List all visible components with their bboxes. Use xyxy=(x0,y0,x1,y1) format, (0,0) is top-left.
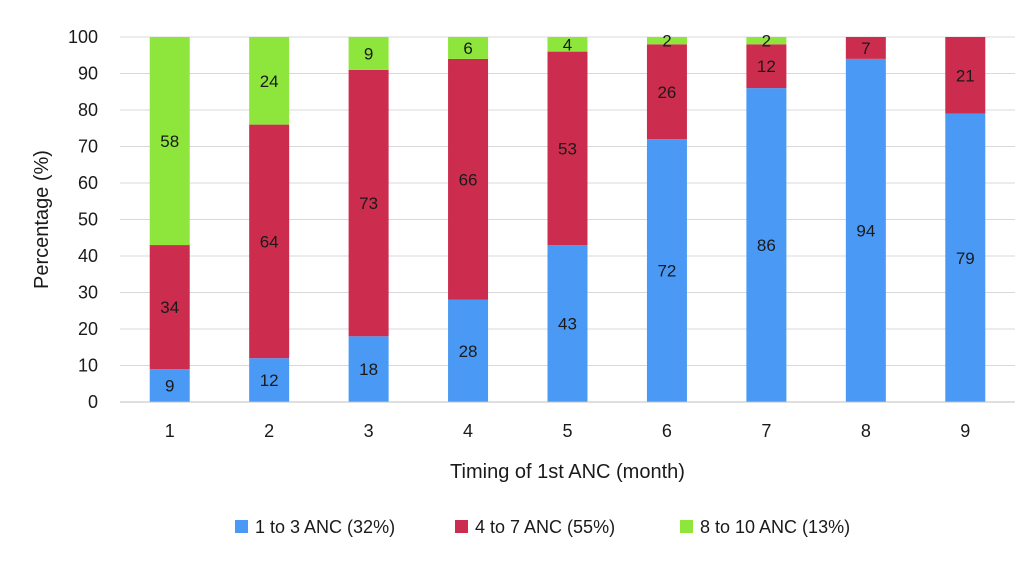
data-label: 86 xyxy=(757,236,776,255)
data-labels: 9345812642418739286664353472262861229477… xyxy=(160,32,974,396)
bar-segment xyxy=(348,69,389,337)
y-tick-label: 50 xyxy=(78,210,98,230)
x-tick-label: 9 xyxy=(960,421,970,441)
data-label: 66 xyxy=(459,170,478,189)
x-tick-label: 6 xyxy=(662,421,672,441)
y-tick-label: 40 xyxy=(78,246,98,266)
bar-segment xyxy=(945,37,986,114)
data-label: 6 xyxy=(463,39,472,58)
data-label: 12 xyxy=(260,371,279,390)
bars xyxy=(149,37,986,403)
bar-segment xyxy=(249,358,290,402)
y-tick-label: 60 xyxy=(78,173,98,193)
y-tick-label: 10 xyxy=(78,356,98,376)
legend-item: 8 to 10 ANC (13%) xyxy=(680,517,850,537)
y-tick-label: 30 xyxy=(78,283,98,303)
y-tick-label: 100 xyxy=(68,27,98,47)
bar-segment xyxy=(845,58,886,403)
bar-segment xyxy=(149,369,190,402)
bar-segment xyxy=(646,139,687,402)
legend: 1 to 3 ANC (32%) 4 to 7 ANC (55%) 8 to 10 … xyxy=(235,517,850,537)
bar-segment xyxy=(149,245,190,370)
data-label: 7 xyxy=(861,39,870,58)
x-axis-ticks: 1 2 3 4 5 6 7 8 9 xyxy=(165,421,971,441)
y-axis-ticks: 0 10 20 30 40 50 60 70 80 90 100 xyxy=(68,27,98,412)
x-axis-title: Timing of 1st ANC (month) xyxy=(450,461,685,483)
data-label: 64 xyxy=(260,232,279,251)
y-axis-title: Percentage (%) xyxy=(31,150,53,289)
data-label: 9 xyxy=(364,44,373,63)
bar-segment xyxy=(547,245,588,402)
data-label: 28 xyxy=(459,342,478,361)
bar-segment xyxy=(547,51,588,246)
y-tick-label: 80 xyxy=(78,100,98,120)
bar-segment xyxy=(746,44,787,89)
bar-segment xyxy=(945,113,986,403)
bar-segment xyxy=(746,37,787,45)
bar-segment xyxy=(448,58,489,300)
data-label: 2 xyxy=(662,32,671,51)
legend-swatch xyxy=(235,520,248,533)
data-label: 58 xyxy=(160,132,179,151)
bar-segment xyxy=(646,37,687,45)
legend-label: 1 to 3 ANC (32%) xyxy=(255,517,395,537)
legend-swatch xyxy=(455,520,468,533)
data-label: 26 xyxy=(657,83,676,102)
x-tick-label: 8 xyxy=(861,421,871,441)
data-label: 72 xyxy=(657,262,676,281)
bar-segment xyxy=(646,44,687,140)
x-tick-label: 2 xyxy=(264,421,274,441)
bar-segment xyxy=(547,37,588,52)
data-label: 53 xyxy=(558,139,577,158)
bar-segment xyxy=(149,37,190,246)
y-tick-label: 90 xyxy=(78,64,98,84)
legend-label: 8 to 10 ANC (13%) xyxy=(700,517,850,537)
bar-segment xyxy=(448,37,489,59)
data-label: 79 xyxy=(956,249,975,268)
legend-item: 1 to 3 ANC (32%) xyxy=(235,517,395,537)
x-tick-label: 5 xyxy=(562,421,572,441)
x-tick-label: 4 xyxy=(463,421,473,441)
data-label: 21 xyxy=(956,66,975,85)
data-label: 9 xyxy=(165,377,174,396)
bar-segment xyxy=(845,37,886,59)
x-tick-label: 1 xyxy=(165,421,175,441)
x-tick-label: 3 xyxy=(364,421,374,441)
data-label: 4 xyxy=(563,35,572,54)
x-tick-label: 7 xyxy=(761,421,771,441)
bar-segment xyxy=(348,336,389,402)
y-tick-label: 0 xyxy=(88,392,98,412)
data-label: 94 xyxy=(856,221,875,240)
data-label: 43 xyxy=(558,315,577,334)
y-tick-label: 20 xyxy=(78,319,98,339)
data-label: 24 xyxy=(260,72,279,91)
bar-segment xyxy=(249,37,290,125)
y-tick-label: 70 xyxy=(78,137,98,157)
data-label: 2 xyxy=(762,32,771,51)
data-label: 73 xyxy=(359,194,378,213)
bar-segment xyxy=(746,88,787,402)
legend-item: 4 to 7 ANC (55%) xyxy=(455,517,615,537)
bar-segment xyxy=(448,299,489,402)
bar-segment xyxy=(249,124,290,359)
legend-swatch xyxy=(680,520,693,533)
legend-label: 4 to 7 ANC (55%) xyxy=(475,517,615,537)
data-label: 18 xyxy=(359,360,378,379)
data-label: 34 xyxy=(160,298,179,317)
bar-segment xyxy=(348,37,389,70)
data-label: 12 xyxy=(757,57,776,76)
